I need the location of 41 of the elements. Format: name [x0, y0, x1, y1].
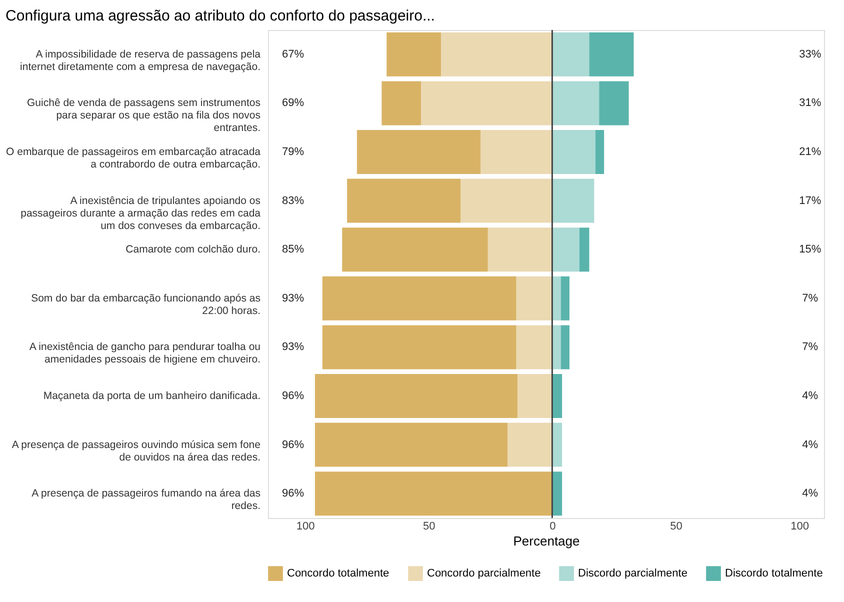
y-tick-label: A presença de passageiros ouvindo música sem fone de ouvidos na área das redes.: [12, 438, 261, 464]
y-tick-label: A inexistência de gancho para pendurar toalha ou amenidades pessoais de higiene em chuveiro.: [29, 341, 261, 366]
annotation: 21%: [799, 146, 822, 158]
annotation: 4%: [802, 488, 818, 500]
annotation: 93%: [282, 292, 304, 304]
legend-label: Concordo totalmente: [287, 568, 390, 580]
x-tick-label: 50: [670, 520, 682, 532]
y-tick-label: Maçaneta da porta de um banheiro danificada.: [43, 390, 260, 402]
y-tick-label: O embarque de passageiros em embarcação atracada a contrabordo de outra embarcação.: [6, 146, 261, 170]
legend-label: Concordo parcialmente: [427, 568, 541, 580]
x-tick-label: 100: [790, 520, 809, 532]
y-tick-label: A presença de passageiros fumando na área das redes.: [32, 488, 260, 512]
y-tick-label: A inexistência de tripulantes apoiando os passageiros durante a armação das redes em cada um dos conveses da embarcação.: [20, 194, 261, 232]
annotation: 7%: [802, 341, 818, 354]
annotation: 17%: [799, 194, 822, 207]
x-tick-label: 0: [550, 520, 556, 532]
annotation: 93%: [282, 341, 304, 354]
annotation: 4%: [802, 438, 818, 451]
y-tick-label: A impossibilidade de reserva de passagens pela internet diretamente com a empresa de navegação.: [20, 48, 261, 73]
chart-title: Configura uma agressão ao atributo do conforto do passageiro...: [6, 7, 435, 24]
annotation: 85%: [282, 244, 304, 256]
x-axis-title: Percentage: [513, 534, 580, 548]
annotation: 67%: [282, 48, 304, 60]
legend-label: Discordo totalmente: [725, 568, 823, 580]
y-tick-label: Som do bar da embarcação funcionando após as 22:00 horas.: [31, 292, 260, 317]
annotation: 15%: [799, 244, 822, 256]
annotation: 4%: [802, 390, 818, 402]
x-tick-label: 100: [296, 520, 315, 532]
legend-label: Discordo parcialmente: [578, 568, 688, 580]
y-tick-label: Guichê de venda de passagens sem instrumentos para separar os que estão na fila dos novos entrantes.: [27, 97, 260, 134]
x-tick-label: 50: [422, 520, 436, 532]
annotation: 96%: [282, 488, 304, 500]
annotation: 79%: [282, 146, 304, 158]
annotation: 7%: [802, 292, 818, 304]
annotation: 69%: [282, 97, 304, 110]
y-tick-label: Camarote com colchão duro.: [126, 244, 260, 256]
annotation: 83%: [282, 194, 304, 207]
annotation: 96%: [282, 438, 304, 451]
annotation: 96%: [282, 390, 304, 402]
annotation: 31%: [799, 97, 822, 110]
annotation: 33%: [799, 48, 822, 60]
